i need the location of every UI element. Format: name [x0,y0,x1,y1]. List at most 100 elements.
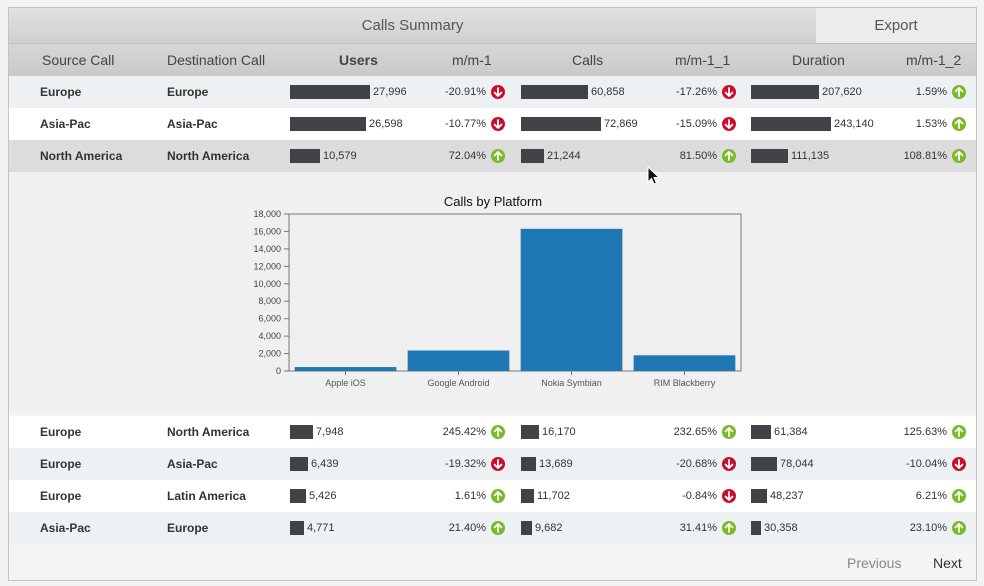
chart-bar[interactable] [520,228,623,371]
destination-call-cell: North America [167,149,250,163]
mm1-1-change: -0.84% [682,490,717,502]
calls-bar [521,85,588,99]
arrow-up-icon [952,149,966,163]
table-row[interactable]: Europe Europe 27,996 -20.91% 60,858 -17.26% 20… [9,76,976,108]
arrow-down-icon [491,85,505,99]
calls-value: 21,244 [547,150,581,162]
y-tick-label: 2,000 [258,349,281,359]
users-value: 4,771 [307,522,335,534]
users-bar [290,117,366,131]
users-bar [290,457,308,471]
y-tick-label: 8,000 [258,296,281,306]
arrow-up-icon [722,425,736,439]
calls-value: 11,702 [537,490,570,502]
users-value: 26,598 [369,118,403,130]
calls-bar [521,425,539,439]
x-tick-label: Nokia Symbian [541,378,602,388]
calls-summary-panel: Calls Summary Export Source Call Destina… [8,7,977,581]
calls-value: 16,170 [542,426,576,438]
next-button[interactable]: Next [933,555,962,571]
arrow-up-icon [722,149,736,163]
mm1-1-change: -17.26% [676,86,717,98]
duration-bar [751,85,819,99]
arrow-down-icon [722,489,736,503]
col-source-call[interactable]: Source Call [42,52,115,68]
mm1-1-change: 31.41% [679,522,717,534]
duration-value: 30,358 [764,522,798,534]
mm1-2-change: 23.10% [909,522,947,534]
users-bar [290,489,306,503]
users-value: 6,439 [311,458,339,470]
y-tick-label: 0 [276,366,281,376]
mm1-change: 21.40% [448,522,486,534]
source-call-cell: North America [40,149,123,163]
previous-button[interactable]: Previous [847,555,902,571]
table-row[interactable]: Asia-Pac Asia-Pac 26,598 -10.77% 72,869 -15.0… [9,108,976,140]
arrow-up-icon [491,425,505,439]
calls-bar [521,521,532,535]
duration-value: 207,620 [822,86,862,98]
duration-value: 111,135 [791,150,830,162]
y-tick-label: 12,000 [253,261,281,271]
arrow-up-icon [722,521,736,535]
chart-bar[interactable] [407,350,510,371]
users-value: 5,426 [309,490,337,502]
col-users[interactable]: Users [339,52,378,68]
x-tick-label: Google Android [427,378,489,388]
calls-value: 60,858 [591,86,625,98]
mm1-2-change: 125.63% [903,426,947,438]
calls-by-platform-chart: Calls by Platform 0 2,000 4,000 6,000 8,000 1… [253,194,742,388]
arrow-up-icon [952,85,966,99]
arrow-up-icon [491,489,505,503]
mm1-2-change: 108.81% [903,150,947,162]
arrow-down-icon [491,457,505,471]
calls-bar [521,149,544,163]
duration-bar [751,425,771,439]
table-row[interactable]: North America North America 10,579 72.04% 21… [9,140,976,172]
col-duration[interactable]: Duration [792,52,845,68]
mm1-change: -19.32% [445,458,486,470]
duration-value: 243,140 [834,118,874,130]
y-tick-label: 4,000 [258,331,281,341]
source-call-cell: Europe [40,425,82,439]
chart-bar[interactable] [294,367,397,371]
mm1-change: 1.61% [454,490,486,502]
col-mm1-1[interactable]: m/m-1_1 [675,52,731,68]
mm1-change: 245.42% [442,426,486,438]
users-bar [290,149,320,163]
table-header: Source Call Destination Call Users m/m-1… [9,44,976,77]
col-destination-call[interactable]: Destination Call [167,52,266,68]
y-tick-label: 14,000 [253,244,281,254]
mm1-2-change: 1.53% [915,118,947,130]
source-call-cell: Europe [40,457,82,471]
pager: Previous Next [9,544,976,580]
calls-value: 72,869 [604,118,638,130]
chart-bar[interactable] [633,355,736,371]
mm1-change: -10.77% [445,118,486,130]
table-row[interactable]: Europe North America 7,948 245.42% 16,170 232… [9,416,976,448]
table-row[interactable]: Europe Asia-Pac 6,439 -19.32% 13,689 -20.68% 7… [9,448,976,480]
col-mm1[interactable]: m/m-1 [452,52,492,68]
calls-value: 9,682 [535,522,563,534]
arrow-down-icon [722,117,736,131]
mm1-1-change: -15.09% [676,118,717,130]
destination-call-cell: North America [167,425,250,439]
panel-title: Calls Summary [361,17,464,34]
source-call-cell: Europe [40,85,82,99]
duration-bar [751,521,761,535]
table-row[interactable]: Asia-Pac Europe 4,771 21.40% 9,682 31.41% 30,3… [9,512,976,544]
mm1-1-change: 232.65% [673,426,717,438]
mm1-2-change: 1.59% [915,86,947,98]
mouse-cursor-icon [647,166,661,185]
users-bar [290,85,370,99]
destination-call-cell: Europe [167,85,209,99]
y-tick-label: 18,000 [253,209,281,219]
col-calls[interactable]: Calls [572,52,604,68]
arrow-up-icon [952,489,966,503]
table-row[interactable]: Europe Latin America 5,426 1.61% 11,702 -0.84… [9,480,976,512]
col-mm1-2[interactable]: m/m-1_2 [906,52,962,68]
duration-bar [751,457,777,471]
mm1-1-change: -20.68% [676,458,717,470]
destination-call-cell: Asia-Pac [167,117,218,131]
export-button[interactable]: Export [816,8,976,43]
